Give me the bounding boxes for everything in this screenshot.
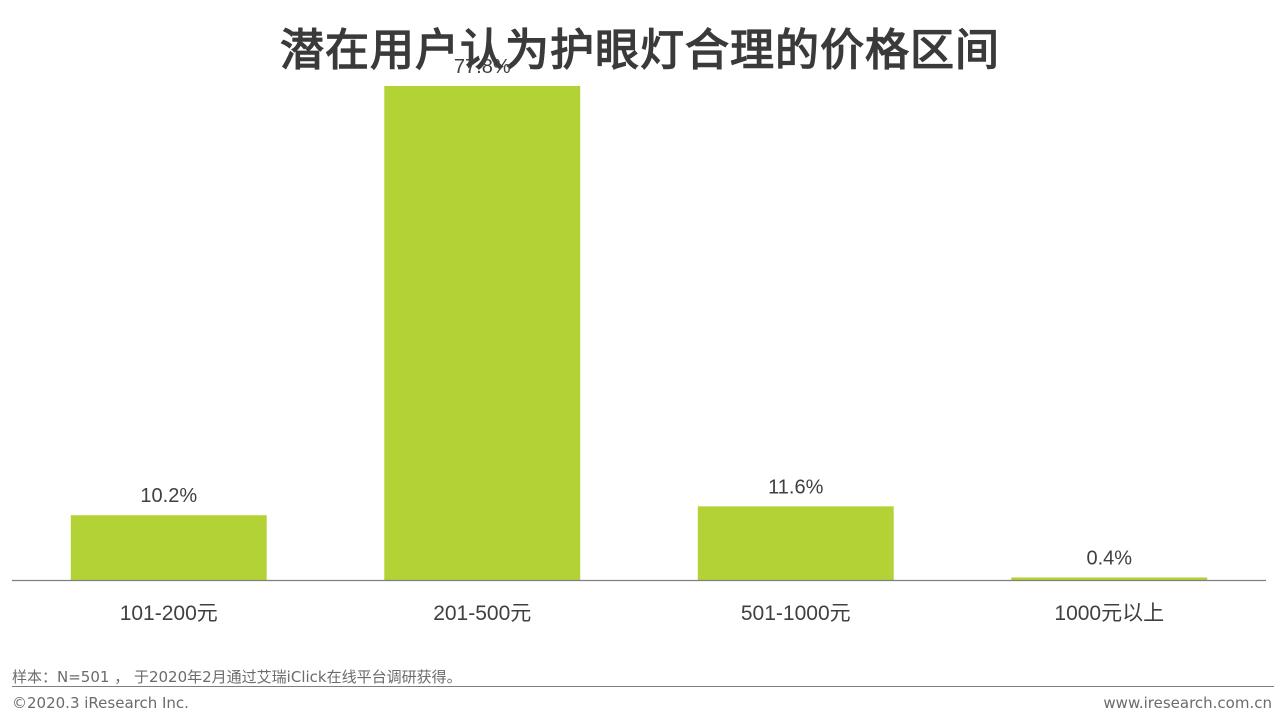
category-label: 101-200元 — [120, 602, 218, 625]
bar — [1011, 577, 1208, 580]
category-label: 501-1000元 — [741, 602, 851, 625]
page-title: 潜在用户认为护眼灯合理的价格区间 — [280, 25, 1000, 76]
copyright-text: ©2020.3 iResearch Inc. — [12, 694, 189, 712]
data-label: 77.8% — [454, 56, 511, 78]
category-label: 201-500元 — [433, 602, 531, 625]
data-label: 10.2% — [140, 485, 197, 507]
data-label: 11.6% — [768, 476, 823, 498]
bar — [697, 506, 894, 580]
footer-divider — [12, 686, 1274, 687]
bar — [384, 85, 581, 580]
data-label: 0.4% — [1086, 547, 1132, 569]
website-link[interactable]: www.iresearch.com.cn — [1103, 694, 1272, 712]
bar-chart: 10.2% 101-200元 77.8% 201-500元 11.6% 501-1000元… — [12, 56, 1266, 625]
sample-note: 样本：N=501 ， 于2020年2月通过艾瑞iClick在线平台调研获得。 — [12, 668, 462, 686]
bar — [70, 515, 267, 580]
category-label: 1000元以上 — [1054, 602, 1164, 625]
